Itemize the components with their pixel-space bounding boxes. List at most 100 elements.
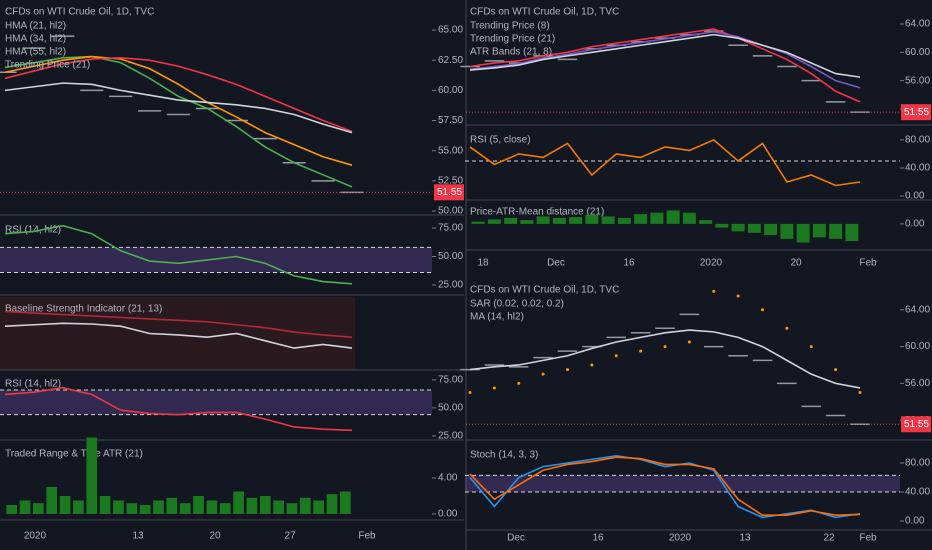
sar-dot	[517, 381, 521, 385]
bar	[59, 495, 71, 514]
x-tick-label: 2020	[669, 533, 692, 544]
bar	[193, 495, 204, 514]
bar	[206, 500, 218, 514]
bar	[259, 495, 271, 514]
y-tick-label: 64.00	[905, 19, 930, 30]
bar	[339, 491, 351, 514]
series-line	[4, 224, 353, 285]
x-tick-label: 22	[823, 533, 835, 544]
last-price-box	[901, 104, 931, 121]
pane-title: RSI (5, close)	[470, 135, 531, 146]
series-line	[4, 310, 353, 338]
bar	[747, 223, 761, 233]
legend-entry: SAR (0.02, 0.02, 0.2)	[470, 299, 564, 310]
bar	[33, 503, 44, 514]
legend-entry: Trending Price (21)	[5, 60, 90, 71]
y-tick-label: 0.00	[438, 509, 458, 520]
sar-dot	[614, 354, 618, 358]
y-tick-label: 0.00	[905, 516, 925, 527]
legend-entry: Trending Price (21)	[470, 34, 555, 45]
bar	[86, 437, 98, 514]
bar	[812, 223, 826, 238]
series-line	[4, 82, 353, 134]
x-tick-label: 16	[623, 258, 635, 269]
y-tick-label: 65.00	[438, 25, 463, 36]
y-tick-label: 75.00	[438, 223, 463, 234]
band	[0, 247, 432, 273]
series-line	[4, 56, 353, 133]
series-line	[469, 28, 861, 103]
bar	[471, 221, 485, 224]
legend-entry: MA (14, hl2)	[470, 312, 524, 323]
bar	[286, 503, 298, 514]
bar	[829, 223, 843, 239]
bar	[153, 500, 164, 514]
bar	[19, 500, 31, 514]
y-tick-label: 60.00	[905, 341, 930, 352]
sar-dot	[736, 294, 740, 298]
series-line	[469, 329, 861, 389]
bar	[552, 217, 566, 224]
pane-title: CFDs on WTI Crude Oil, 1D, TVC	[5, 7, 154, 18]
x-tick-label: 2020	[700, 258, 723, 269]
sar-dot	[590, 363, 594, 367]
bar	[666, 210, 680, 224]
x-tick-label: 20	[209, 531, 221, 542]
bar	[699, 220, 713, 224]
x-tick-label: Feb	[859, 533, 877, 544]
y-tick-label: 52.50	[438, 175, 463, 186]
x-tick-label: Feb	[358, 531, 376, 542]
series-line	[469, 138, 861, 187]
legend-entry: HMA (21, hl2)	[5, 21, 66, 32]
y-tick-label: 64.00	[905, 304, 930, 315]
bar	[536, 216, 550, 224]
bar	[520, 220, 534, 224]
series-line	[469, 456, 861, 517]
y-tick-label: 4.00	[438, 473, 458, 484]
y-tick-label: 50.00	[438, 206, 463, 217]
bar	[650, 212, 664, 224]
bar	[299, 497, 311, 514]
series-line	[4, 55, 353, 188]
x-tick-label: 2020	[24, 531, 47, 542]
legend-entry: HMA (34, hl2)	[5, 34, 66, 45]
bar	[46, 486, 58, 514]
band	[465, 475, 900, 493]
series-line	[469, 33, 861, 78]
pane-title: Baseline Strength Indicator (21, 13)	[5, 304, 162, 315]
series-line	[469, 454, 861, 519]
sar-dot	[809, 345, 813, 349]
bar	[796, 223, 810, 243]
x-tick-label: Dec	[507, 533, 525, 544]
bar	[326, 494, 338, 514]
sar-dot	[858, 391, 862, 395]
y-tick-label: 0.00	[905, 219, 925, 230]
last-price-box	[434, 184, 464, 201]
bar	[504, 217, 518, 224]
y-tick-label: 25.00	[438, 431, 463, 442]
y-tick-label: 75.00	[438, 374, 463, 385]
y-tick-label: 40.00	[905, 487, 930, 498]
bar	[617, 217, 631, 224]
x-tick-label: 13	[132, 531, 144, 542]
y-tick-label: 60.00	[438, 85, 463, 96]
sar-dot	[761, 308, 764, 312]
x-tick-label: 27	[284, 531, 296, 542]
sar-dot	[663, 345, 667, 349]
y-tick-label: 57.50	[438, 115, 463, 126]
y-tick-label: 56.00	[905, 378, 930, 389]
pane-title: RSI (14, hl2)	[5, 225, 61, 236]
y-tick-label: 50.00	[438, 403, 463, 414]
pane-title: CFDs on WTI Crude Oil, 1D, TVC	[470, 285, 619, 296]
y-tick-label: 50.00	[438, 251, 463, 262]
y-tick-label: 0.00	[905, 191, 925, 202]
legend-entry: HMA (55, hl2)	[5, 47, 66, 58]
bar	[246, 497, 258, 514]
y-tick-label: 55.00	[438, 145, 463, 156]
last-price-label: 51.55	[904, 419, 929, 430]
bar	[233, 491, 244, 514]
y-tick-label: 40.00	[905, 163, 930, 174]
last-price-label: 51.55	[904, 107, 929, 118]
y-tick-label: 25.00	[438, 280, 463, 291]
